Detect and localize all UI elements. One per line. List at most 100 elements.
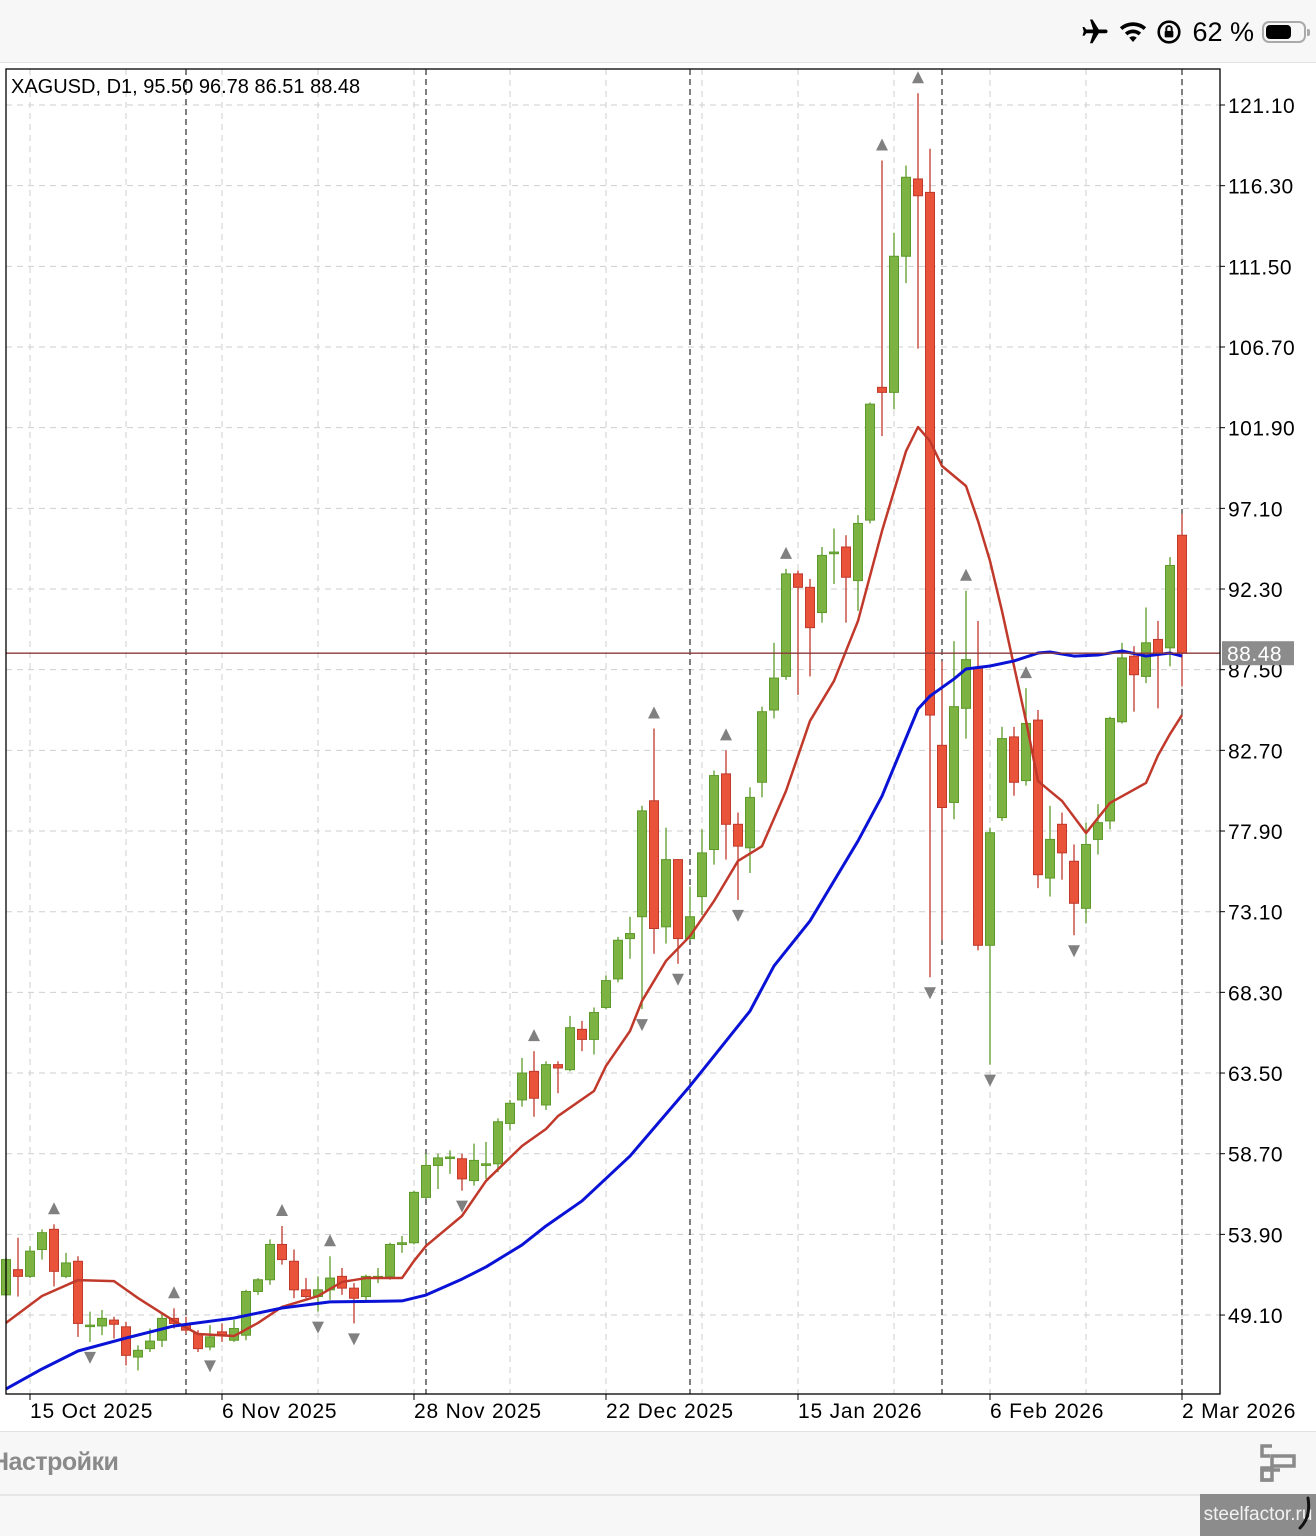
candle-bull[interactable] — [493, 1121, 503, 1165]
candle-bear[interactable] — [913, 178, 923, 197]
candle-bear[interactable] — [193, 1333, 203, 1350]
candle-bear[interactable] — [1057, 823, 1067, 854]
candle-bull[interactable] — [517, 1072, 527, 1101]
candle-bull[interactable] — [361, 1275, 371, 1298]
candle-bear[interactable] — [1069, 860, 1079, 904]
candle-bear[interactable] — [289, 1260, 299, 1291]
candle-bull[interactable] — [205, 1336, 215, 1348]
candle-bull[interactable] — [949, 706, 959, 803]
y-tick-label: 92.30 — [1228, 579, 1283, 602]
candle-bull[interactable] — [865, 403, 875, 521]
candle-bull[interactable] — [133, 1349, 143, 1358]
candle-bear[interactable] — [1033, 719, 1043, 876]
candle-bear[interactable] — [925, 191, 935, 716]
candle-bear[interactable] — [553, 1064, 563, 1069]
candle-bull[interactable] — [1081, 843, 1091, 909]
candle-bull[interactable] — [265, 1243, 275, 1281]
candle-bear[interactable] — [301, 1289, 311, 1298]
candle-bear[interactable] — [937, 744, 947, 808]
candle-bull[interactable] — [37, 1232, 47, 1250]
candle-bull[interactable] — [829, 551, 839, 555]
candle-bull[interactable] — [409, 1191, 419, 1244]
status-bar: 62 % — [0, 0, 1316, 62]
candle-bear[interactable] — [121, 1326, 131, 1356]
candle-bull[interactable] — [853, 522, 863, 582]
candle-bear[interactable] — [877, 386, 887, 393]
candle-bear[interactable] — [457, 1158, 467, 1180]
candle-bull[interactable] — [421, 1164, 431, 1198]
candle-bull[interactable] — [589, 1012, 599, 1040]
candle-bull[interactable] — [709, 775, 719, 851]
x-tick-label: 22 Dec 2025 — [606, 1400, 734, 1423]
candle-bull[interactable] — [781, 573, 791, 677]
y-tick-label: 49.10 — [1228, 1305, 1283, 1328]
candle-bear[interactable] — [673, 859, 683, 940]
candle-bull[interactable] — [1165, 564, 1175, 649]
candle-bear[interactable] — [721, 773, 731, 825]
candle-bull[interactable] — [661, 859, 671, 928]
candle-bear[interactable] — [793, 573, 803, 588]
candle-bull[interactable] — [901, 176, 911, 257]
candle-bear[interactable] — [109, 1319, 119, 1325]
candle-bull[interactable] — [25, 1250, 35, 1277]
candle-bear[interactable] — [1129, 655, 1139, 676]
candle-bull[interactable] — [541, 1064, 551, 1106]
candle-bear[interactable] — [841, 546, 851, 578]
candle-bear[interactable] — [1177, 534, 1187, 654]
candle-bear[interactable] — [529, 1070, 539, 1099]
candle-bear[interactable] — [577, 1028, 587, 1040]
candle-bear[interactable] — [1009, 736, 1019, 783]
candle-bear[interactable] — [277, 1243, 287, 1261]
candle-bull[interactable] — [385, 1243, 395, 1277]
fractal-down-arrow-icon — [636, 1019, 648, 1032]
settings-tab[interactable]: Настройки — [0, 1448, 119, 1476]
candle-bull[interactable] — [697, 852, 707, 898]
candle-bear[interactable] — [649, 800, 659, 929]
candle-bull[interactable] — [1141, 642, 1151, 677]
candle-bull[interactable] — [505, 1102, 515, 1124]
candle-bull[interactable] — [565, 1027, 575, 1071]
chart-panel[interactable]: 121.10 116.30 111.50 106.70 101.90 97.10 92.30… — [0, 62, 1316, 1432]
candle-bull[interactable] — [85, 1324, 95, 1328]
candle-bull[interactable] — [961, 659, 971, 709]
candle-bull[interactable] — [1045, 838, 1055, 879]
candle-bull[interactable] — [1105, 717, 1115, 822]
candle-bull[interactable] — [997, 738, 1007, 819]
watermark: steelfactor.ru — [1200, 1494, 1316, 1536]
candle-bull[interactable] — [397, 1242, 407, 1245]
candle-bull[interactable] — [433, 1157, 443, 1166]
x-tick-label: 6 Nov 2025 — [222, 1400, 337, 1423]
fractal-down-arrow-icon — [456, 1200, 468, 1213]
candle-bull[interactable] — [601, 980, 611, 1008]
candle-bear[interactable] — [13, 1269, 23, 1277]
candle-bull[interactable] — [1117, 657, 1127, 723]
candle-bull[interactable] — [481, 1163, 491, 1166]
candle-bull[interactable] — [445, 1156, 455, 1160]
candle-bull[interactable] — [613, 939, 623, 980]
candle-bull[interactable] — [1093, 822, 1103, 840]
candle-bear[interactable] — [1153, 638, 1163, 656]
candle-bear[interactable] — [49, 1228, 59, 1272]
candle-bull[interactable] — [61, 1262, 71, 1277]
candle-bull[interactable] — [985, 832, 995, 946]
candle-bull[interactable] — [757, 711, 767, 783]
candle-bull[interactable] — [745, 796, 755, 849]
candle-bear[interactable] — [733, 823, 743, 847]
candle-bear[interactable] — [349, 1287, 359, 1299]
candle-bear[interactable] — [805, 586, 815, 629]
fractal-down-arrow-icon — [984, 1074, 996, 1087]
candle-bull[interactable] — [253, 1279, 263, 1293]
candle-bull[interactable] — [145, 1340, 155, 1350]
candle-bear[interactable] — [73, 1260, 83, 1324]
candle-bull[interactable] — [625, 933, 635, 940]
candle-bull[interactable] — [817, 554, 827, 614]
candle-bull[interactable] — [637, 810, 647, 918]
candle-bull[interactable] — [469, 1159, 479, 1182]
candle-bull[interactable] — [97, 1317, 107, 1327]
candle-bear[interactable] — [973, 667, 983, 946]
fractal-up-arrow-icon — [912, 71, 924, 84]
candle-bull[interactable] — [769, 677, 779, 711]
candle-bull[interactable] — [889, 255, 899, 393]
candlestick-chart[interactable]: 121.10 116.30 111.50 106.70 101.90 97.10 92.30… — [0, 63, 1316, 1431]
layout-icon[interactable] — [1258, 1442, 1298, 1484]
